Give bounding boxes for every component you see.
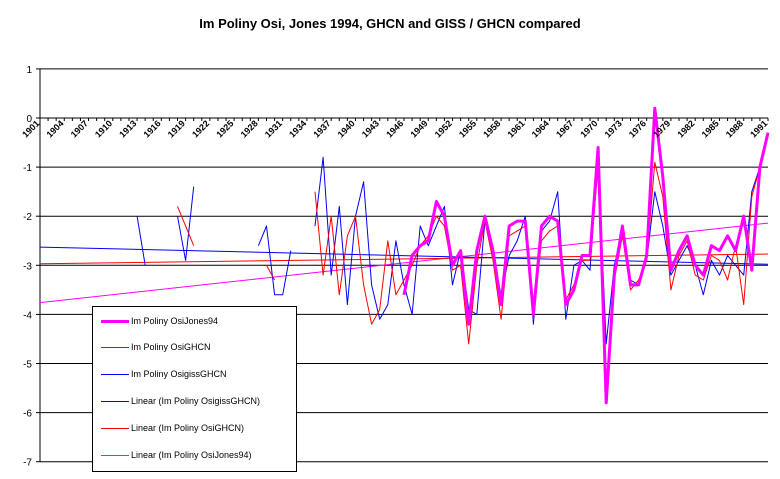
- legend-swatch-linear-giss-ghcn: [101, 400, 129, 402]
- legend-swatch-linear-ghcn: [101, 427, 129, 429]
- legend-label-linear-jones94: Linear (Im Poliny OsiJones94): [131, 450, 252, 460]
- series-line: [177, 186, 195, 261]
- x-tick-label: 1940: [336, 118, 357, 139]
- series-lines: [39, 106, 770, 405]
- legend-swatch-jones94: [101, 319, 129, 323]
- x-tick-label: 1910: [93, 118, 114, 139]
- x-tick-label: 1964: [530, 118, 551, 139]
- y-tick-label: -4: [23, 310, 32, 321]
- x-tick-label: 1943: [360, 118, 381, 139]
- x-tick-label: 1907: [69, 118, 90, 139]
- axes: [36, 68, 769, 463]
- x-tick-label: 1946: [384, 118, 405, 139]
- legend: Im Poliny OsiJones94 Im Poliny OsiGHCN I…: [92, 306, 297, 472]
- x-tick-label: 1922: [190, 118, 211, 139]
- series-line: [314, 156, 761, 345]
- legend-label-giss-ghcn: Im Poliny OsigissGHCN: [131, 369, 227, 379]
- x-tick-label: 1934: [287, 118, 308, 139]
- legend-item-giss-ghcn: Im Poliny OsigissGHCN: [101, 367, 227, 381]
- legend-item-jones94: Im Poliny OsiJones94: [101, 314, 218, 328]
- x-tick-label: 1985: [700, 118, 721, 139]
- x-tick-label: 1955: [457, 118, 478, 139]
- legend-label-linear-ghcn: Linear (Im Poliny OsiGHCN): [131, 423, 245, 433]
- x-tick-label: 1937: [311, 118, 332, 139]
- series-line: [257, 225, 292, 296]
- legend-label-ghcn: Im Poliny OsiGHCN: [131, 342, 211, 352]
- x-tick-label: 1919: [166, 118, 187, 139]
- legend-item-linear-giss-ghcn: Linear (Im Poliny OsigissGHCN): [101, 394, 260, 408]
- y-tick-label: -6: [23, 409, 32, 420]
- x-tick-label: 1958: [481, 118, 502, 139]
- y-tick-label: 0: [26, 114, 32, 125]
- x-tick-label: 1925: [214, 118, 235, 139]
- y-tick-label: 1: [26, 65, 32, 76]
- x-tick-label: 1967: [554, 118, 575, 139]
- y-tick-label: -2: [23, 212, 32, 223]
- x-tick-label: 1928: [239, 118, 260, 139]
- y-tick-label: -1: [23, 163, 32, 174]
- y-tick-label: -7: [23, 458, 32, 469]
- x-tick-label: 1949: [408, 118, 429, 139]
- series-line: [136, 216, 146, 266]
- legend-label-jones94: Im Poliny OsiJones94: [131, 316, 219, 326]
- x-tick-label: 1931: [263, 118, 284, 139]
- x-tick-label: 1913: [117, 118, 138, 139]
- x-tick-label: 1976: [627, 118, 648, 139]
- x-tick-label: 1973: [603, 118, 624, 139]
- legend-item-linear-jones94: Linear (Im Poliny OsiJones94): [101, 448, 252, 462]
- x-tick-label: 1961: [506, 118, 527, 139]
- legend-swatch-giss-ghcn: [101, 373, 129, 375]
- x-tick-label: 1970: [578, 118, 599, 139]
- x-tick-label: 1988: [724, 118, 745, 139]
- legend-item-ghcn: Im Poliny OsiGHCN: [101, 340, 211, 354]
- x-tick-label: 1916: [142, 118, 163, 139]
- y-tick-label: -3: [23, 261, 32, 272]
- chart-title: Im Poliny Osi, Jones 1994, GHCN and GISS…: [199, 16, 581, 31]
- series-line: [177, 206, 195, 246]
- x-tick-label: 1901: [20, 118, 41, 139]
- legend-label-linear-giss-ghcn: Linear (Im Poliny OsigissGHCN): [131, 396, 261, 406]
- series-im-poliny-osijones94: [402, 106, 770, 405]
- y-tick-labels: 1 0 -1 -2 -3 -4 -5 -6 -7: [23, 65, 32, 469]
- series-line: [402, 106, 770, 405]
- legend-item-linear-ghcn: Linear (Im Poliny OsiGHCN): [101, 421, 244, 435]
- x-tick-label: 1904: [44, 118, 65, 139]
- legend-swatch-ghcn: [101, 346, 129, 348]
- series-line: [266, 265, 276, 281]
- x-tick-label: 1982: [675, 118, 696, 139]
- x-tick-label: 1952: [433, 118, 454, 139]
- y-tick-label: -5: [23, 360, 32, 371]
- legend-swatch-linear-jones94: [101, 454, 129, 456]
